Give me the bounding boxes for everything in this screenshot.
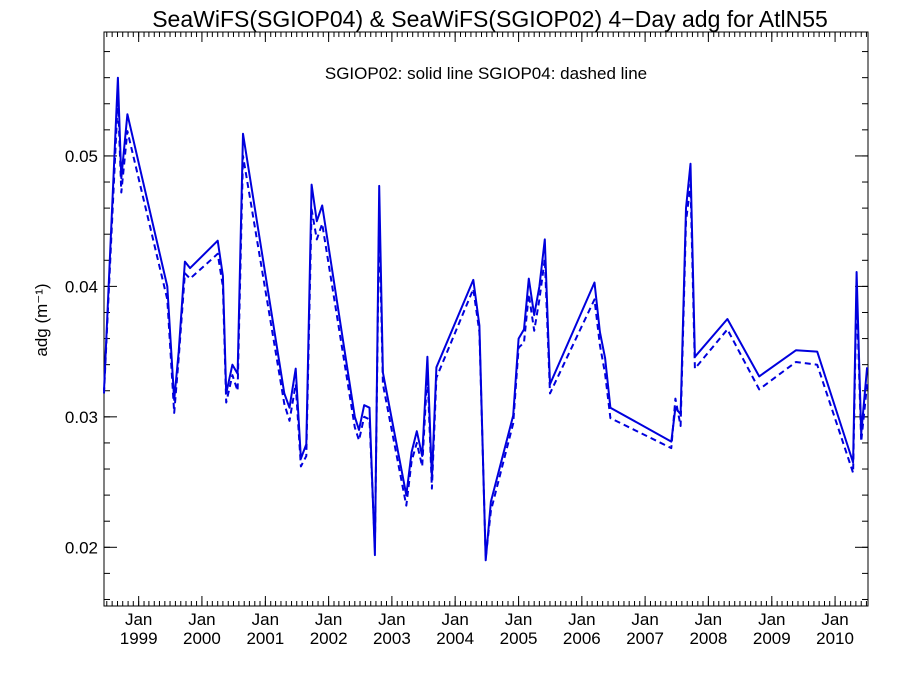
x-tick-year-label: 2006 bbox=[563, 629, 601, 648]
x-tick-year-label: 2010 bbox=[816, 629, 854, 648]
series-layer bbox=[103, 76, 869, 562]
x-tick-year-label: 2000 bbox=[183, 629, 221, 648]
y-tick-label: 0.05 bbox=[65, 147, 98, 166]
x-tick-month-label: Jan bbox=[315, 610, 342, 629]
x-tick-month-label: Jan bbox=[568, 610, 595, 629]
x-tick-month-label: Jan bbox=[631, 610, 658, 629]
minor-ticks bbox=[104, 32, 868, 606]
y-tick-label: 0.04 bbox=[65, 277, 98, 296]
y-axis-label: adg (m⁻¹) bbox=[32, 283, 51, 356]
x-tick-month-label: Jan bbox=[441, 610, 468, 629]
x-tick-year-label: 2001 bbox=[246, 629, 284, 648]
x-tick-year-label: 2005 bbox=[500, 629, 538, 648]
plot-frame bbox=[103, 31, 869, 607]
y-tick-label: 0.02 bbox=[65, 538, 98, 557]
x-tick-month-label: Jan bbox=[695, 610, 722, 629]
series-line-sgiop02 bbox=[103, 76, 869, 562]
x-tick-year-label: 2009 bbox=[753, 629, 791, 648]
x-tick-year-label: 1999 bbox=[120, 629, 158, 648]
x-tick-month-label: Jan bbox=[758, 610, 785, 629]
x-tick-year-label: 2007 bbox=[626, 629, 664, 648]
x-axis-ticks: Jan1999Jan2000Jan2001Jan2002Jan2003Jan20… bbox=[120, 32, 854, 648]
x-tick-year-label: 2002 bbox=[310, 629, 348, 648]
series-line-sgiop04 bbox=[103, 96, 869, 559]
x-tick-month-label: Jan bbox=[821, 610, 848, 629]
x-tick-month-label: Jan bbox=[505, 610, 532, 629]
x-tick-month-label: Jan bbox=[125, 610, 152, 629]
x-tick-month-label: Jan bbox=[252, 610, 279, 629]
y-axis-ticks: 0.02 0.03 0.04 0.05 bbox=[65, 147, 868, 557]
line-style-note: SGIOP02: solid line SGIOP04: dashed line bbox=[325, 64, 647, 83]
x-tick-month-label: Jan bbox=[188, 610, 215, 629]
x-tick-year-label: 2003 bbox=[373, 629, 411, 648]
x-tick-year-label: 2008 bbox=[689, 629, 727, 648]
y-tick-label: 0.03 bbox=[65, 408, 98, 427]
chart-title: SeaWiFS(SGIOP04) & SeaWiFS(SGIOP02) 4−Da… bbox=[152, 6, 828, 32]
x-tick-month-label: Jan bbox=[378, 610, 405, 629]
x-tick-year-label: 2004 bbox=[436, 629, 474, 648]
